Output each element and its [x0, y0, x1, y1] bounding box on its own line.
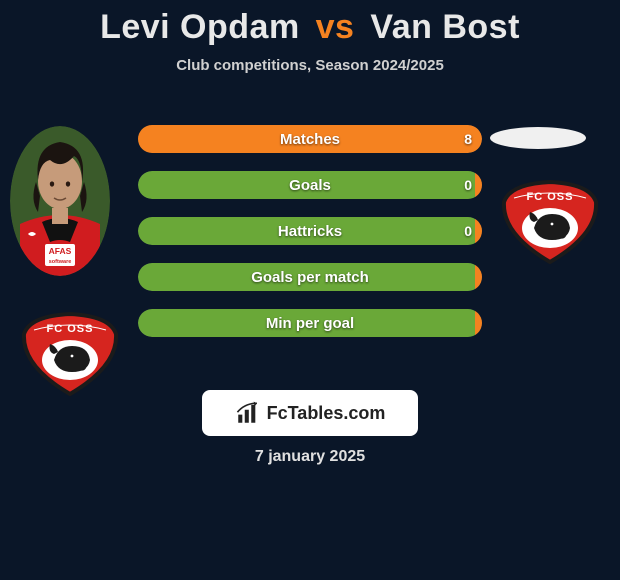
stat-bar: Hattricks0	[138, 217, 482, 245]
title-player2: Van Bost	[370, 8, 519, 46]
sponsor-top: AFAS	[49, 246, 72, 256]
bar-label: Matches	[138, 125, 482, 153]
club-badge-team2: FC OSS	[500, 178, 600, 264]
club-badge-team1: FC OSS	[20, 310, 120, 396]
bar-value-right: 8	[464, 125, 472, 153]
date-text: 7 january 2025	[0, 448, 620, 466]
page-title: Levi Opdam vs Van Bost	[0, 0, 620, 47]
brand-chart-icon	[235, 400, 261, 426]
badge-text: FC OSS	[527, 191, 574, 203]
brand-box: FcTables.com	[202, 390, 418, 436]
stat-bar: Goals per match	[138, 263, 482, 291]
badge-text: FC OSS	[47, 323, 94, 335]
bar-label: Min per goal	[138, 309, 482, 337]
stat-bar: Matches8	[138, 125, 482, 153]
sponsor-bottom: software	[49, 259, 72, 265]
player1-avatar: AFAS software	[10, 126, 110, 276]
stat-bar: Min per goal	[138, 309, 482, 337]
brand-text: FcTables.com	[267, 403, 386, 424]
bar-value-right: 0	[464, 171, 472, 199]
player2-avatar-placeholder	[490, 127, 586, 149]
bar-value-right: 0	[464, 217, 472, 245]
bar-label: Goals per match	[138, 263, 482, 291]
stat-bar: Goals0	[138, 171, 482, 199]
bar-label: Goals	[138, 171, 482, 199]
subtitle: Club competitions, Season 2024/2025	[0, 57, 620, 74]
title-vs: vs	[316, 8, 355, 46]
title-player1: Levi Opdam	[100, 8, 300, 46]
stat-bars: Matches8Goals0Hattricks0Goals per matchM…	[138, 125, 482, 355]
bar-label: Hattricks	[138, 217, 482, 245]
